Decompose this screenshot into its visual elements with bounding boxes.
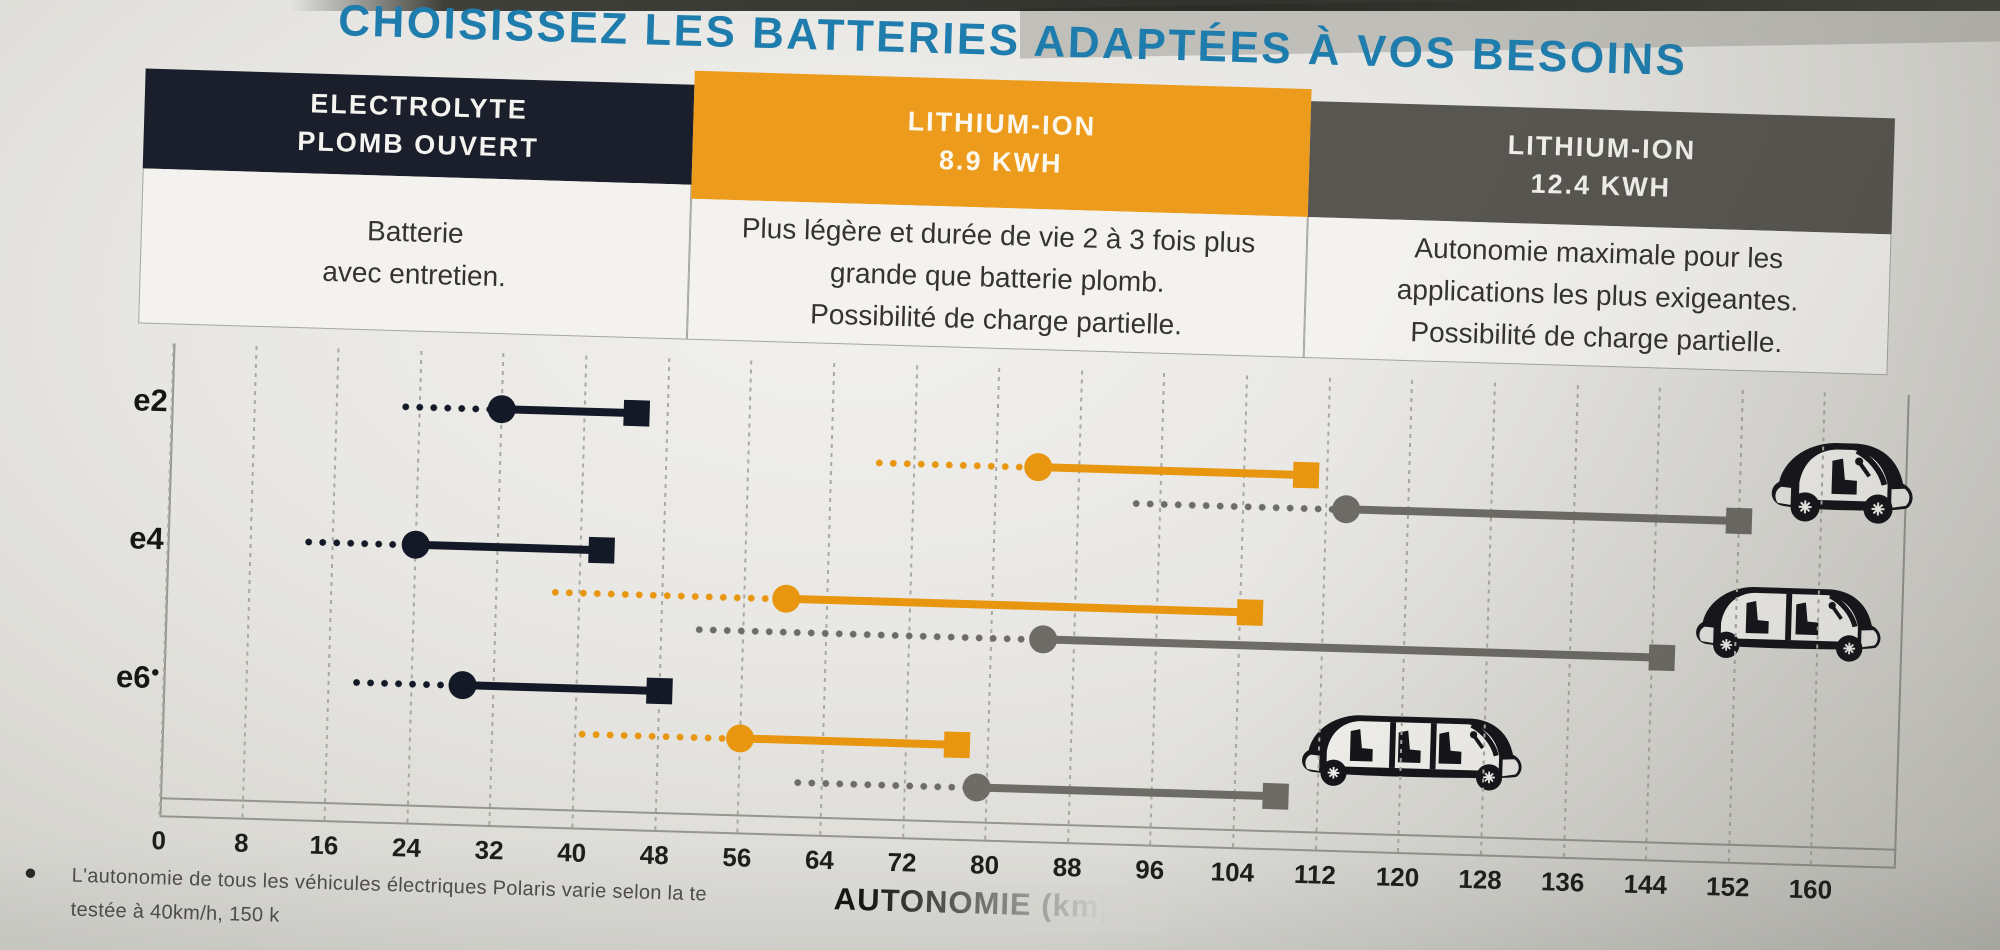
gridline-24km [406,350,423,823]
range-low-circle-e6-s1 [725,724,755,753]
range-dotted-e4-s0 [301,537,416,550]
x-tick-label-32: 32 [474,834,505,866]
x-tick-label-56: 56 [721,841,752,873]
range-dotted-e4-s1 [548,587,786,604]
battery-column-lithium-89-header: LITHIUM-ION 8.9 KWH [691,70,1312,218]
x-tick-label-24: 24 [391,832,422,863]
x-tick-label-48: 48 [639,839,670,871]
footnote-fade-overlay [866,878,1168,936]
battery-column-lithium-124-header: LITHIUM-ION 12.4 KWH [1307,101,1895,235]
gem-e6-icon [1302,715,1522,791]
range-solid-e6-s2 [976,783,1277,801]
x-tick-label-0: 0 [151,824,167,856]
range-dotted-e2-s1 [872,458,1038,473]
x-tick-label-80: 80 [969,849,1000,881]
gridline-144km [1645,387,1662,860]
range-dotted-e6-s2 [790,777,977,793]
range-low-circle-e6-s0 [448,670,478,700]
row-label-footnote-marker: ● [150,663,161,681]
range-high-square-e6-s1 [943,731,971,759]
battery-column-lithium-89-description: Plus légère et durée de vie 2 à 3 fois p… [686,198,1308,358]
row-label-e4: e4 [128,520,165,557]
range-dotted-e2-s2 [1129,498,1347,515]
range-dotted-e6-s0 [349,677,464,691]
gem-e4-icon [1696,587,1881,662]
x-tick-label-144: 144 [1623,868,1668,900]
range-high-square-e4-s2 [1648,644,1676,672]
battery-column-plomb: ELECTROLYTE PLOMB OUVERT Batterie avec e… [138,68,695,340]
range-dotted-e2-s0 [398,402,503,415]
battery-column-lithium-89: LITHIUM-ION 8.9 KWH Plus légère et durée… [686,70,1312,358]
range-high-square-e4-s0 [587,536,615,564]
range-high-square-e2-s1 [1292,461,1320,489]
x-tick-label-72: 72 [887,846,917,878]
range-high-square-e6-s2 [1262,782,1290,810]
gridline-16km [323,348,340,821]
footnote-bullet-icon: ● [23,859,38,885]
range-low-circle-e2-s0 [487,394,517,424]
x-tick-label-112: 112 [1293,858,1337,891]
range-low-circle-e4-s2 [1028,624,1058,654]
x-tick-label-120: 120 [1375,861,1420,893]
x-tick-label-64: 64 [804,844,835,876]
x-tick-label-152: 152 [1705,871,1750,903]
x-tick-label-16: 16 [309,829,339,861]
battery-column-lithium-124: LITHIUM-ION 12.4 KWH Autonomie maximale … [1303,101,1895,376]
row-label-e6: e6● [115,658,161,695]
range-high-square-e4-s1 [1237,599,1264,626]
autonomy-chart: AUTONOMIE (km) [15,0,2000,924]
row-label-e2: e2 [132,382,169,419]
x-tick-label-136: 136 [1540,866,1585,898]
battery-column-plomb-header: ELECTROLYTE PLOMB OUVERT [142,68,695,185]
range-high-square-e6-s0 [645,677,673,705]
x-tick-label-104: 104 [1210,856,1255,888]
range-low-circle-e4-s0 [401,530,430,560]
range-solid-e4-s1 [785,594,1251,617]
range-solid-e2-s0 [502,405,637,418]
battery-column-plomb-description: Batterie avec entretien. [138,168,692,340]
gridline-32km [488,353,505,826]
range-solid-e4-s0 [415,540,602,555]
range-high-square-e2-s0 [623,399,650,427]
gridline-8km [241,345,258,818]
x-tick-label-160: 160 [1788,873,1833,905]
x-tick-label-88: 88 [1052,851,1083,883]
gem-e2-icon [1771,442,1913,524]
x-tick-label-128: 128 [1457,863,1503,896]
x-tick-label-8: 8 [233,827,250,858]
battery-column-lithium-124-description: Autonomie maximale pour les applications… [1303,217,1892,376]
range-low-circle-e2-s2 [1332,494,1361,524]
gridline-136km [1562,385,1579,857]
range-high-square-e2-s2 [1725,507,1753,535]
range-solid-e2-s2 [1346,505,1739,525]
footnote-line2: testée à 40km/h, 150 k [70,898,280,927]
range-solid-e6-s1 [740,734,958,749]
range-low-circle-e4-s1 [771,584,801,614]
x-tick-label-96: 96 [1134,854,1165,886]
range-low-circle-e2-s1 [1023,452,1053,482]
x-tick-label-40: 40 [556,837,587,868]
photo-page-top-edge [290,0,2000,11]
